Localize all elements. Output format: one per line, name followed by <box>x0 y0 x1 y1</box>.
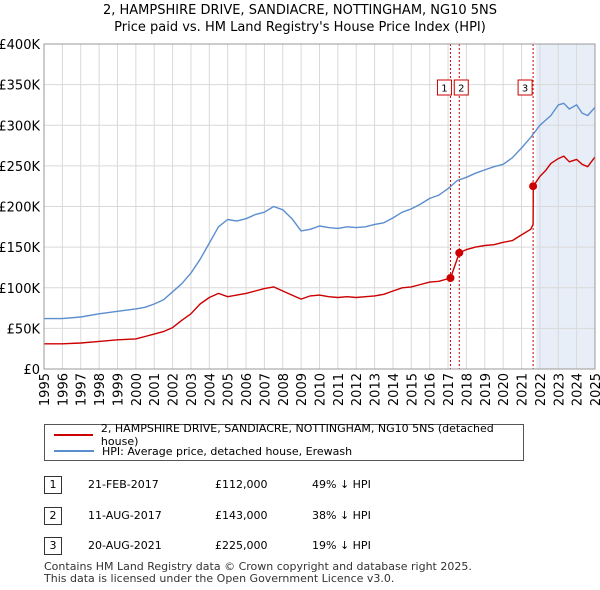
x-tick-label: 2018 <box>460 373 475 406</box>
y-tick-label: £0 <box>23 363 40 378</box>
x-tick-label: 2014 <box>387 373 402 406</box>
x-tick-label: 1996 <box>56 373 71 406</box>
x-tick-label: 2006 <box>240 373 255 406</box>
chart-title: 2, HAMPSHIRE DRIVE, SANDIACRE, NOTTINGHA… <box>102 3 498 18</box>
y-tick-label: £250K <box>0 160 40 175</box>
transaction-price: £143,000 <box>215 509 268 522</box>
x-tick-label: 2009 <box>295 373 310 406</box>
transaction-number: 1 <box>44 476 62 494</box>
transaction-point <box>455 248 464 257</box>
legend-label-hpi: HPI: Average price, detached house, Erew… <box>102 444 353 458</box>
y-tick-label: £400K <box>0 38 40 53</box>
x-tick-label: 2001 <box>148 373 163 406</box>
transaction-point <box>529 182 538 191</box>
x-tick-label: 1995 <box>38 373 53 406</box>
y-tick-label: £350K <box>0 79 40 94</box>
chart-subtitle: Price paid vs. HM Land Registry's House … <box>114 20 486 35</box>
x-tick-label: 2016 <box>424 373 439 406</box>
x-tick-label: 2007 <box>258 373 273 406</box>
x-tick-label: 1998 <box>93 373 108 406</box>
x-tick-label: 2011 <box>332 373 347 406</box>
legend-item-property: 2, HAMPSHIRE DRIVE, SANDIACRE, NOTTINGHA… <box>45 422 523 448</box>
hpi-series-line <box>44 102 596 320</box>
x-tick-label: 1999 <box>111 373 126 406</box>
price-chart: 1 2 3 £0 £50K £100K £150K £200K £250K £300K £350K £… <box>0 38 600 406</box>
transaction-label-number: 1 <box>441 84 447 95</box>
transaction-number: 3 <box>44 537 62 555</box>
y-tick-label: £200K <box>0 201 40 216</box>
x-tick-label: 2000 <box>130 373 145 406</box>
x-tick-label: 2022 <box>534 373 549 406</box>
transaction-hpi-delta: 38% ↓ HPI <box>312 509 371 522</box>
transaction-point <box>446 274 455 282</box>
x-tick-label: 2021 <box>516 373 531 406</box>
x-tick-label: 2019 <box>479 373 494 406</box>
x-tick-label: 2005 <box>222 373 237 406</box>
x-tick-label: 2025 <box>589 373 600 406</box>
transaction-date: 20-AUG-2021 <box>88 539 162 552</box>
transaction-label-number: 2 <box>458 84 464 95</box>
transaction-hpi-delta: 19% ↓ HPI <box>312 539 371 552</box>
property-series-line <box>44 155 596 345</box>
transaction-label-box <box>453 79 469 96</box>
transaction-label-box <box>517 79 533 96</box>
legend-swatch-hpi <box>54 450 94 452</box>
x-tick-label: 2012 <box>350 373 365 406</box>
legend-swatch-property <box>54 434 93 436</box>
plot-frame <box>43 43 596 370</box>
x-tick-label: 2020 <box>497 373 512 406</box>
y-tick-label: £50K <box>7 322 41 337</box>
y-tick-label: £300K <box>0 119 40 134</box>
x-tick-label: 2003 <box>185 373 200 406</box>
x-tick-label: 2002 <box>167 373 182 406</box>
transaction-price: £112,000 <box>215 478 268 491</box>
x-tick-label: 2008 <box>277 373 292 406</box>
legend-item-hpi: HPI: Average price, detached house, Erew… <box>45 443 352 459</box>
transaction-price: £225,000 <box>215 539 268 552</box>
transaction-number: 2 <box>44 507 62 525</box>
transaction-label-number: 3 <box>522 84 528 95</box>
y-tick-label: £150K <box>0 241 40 256</box>
x-tick-label: 2013 <box>369 373 384 406</box>
x-tick-label: 2010 <box>314 373 329 406</box>
x-tick-label: 2015 <box>405 373 420 406</box>
x-tick-label: 2004 <box>203 373 218 406</box>
transaction-hpi-delta: 49% ↓ HPI <box>312 478 371 491</box>
x-tick-label: 2023 <box>552 373 567 406</box>
footer-licence: This data is licensed under the Open Gov… <box>44 572 395 585</box>
x-tick-label: 2017 <box>442 373 457 406</box>
transaction-date: 21-FEB-2017 <box>88 478 159 491</box>
x-tick-label: 1997 <box>75 373 90 406</box>
transaction-label-box <box>436 79 452 96</box>
chart-legend: 2, HAMPSHIRE DRIVE, SANDIACRE, NOTTINGHA… <box>44 422 524 461</box>
footer-copyright: Contains HM Land Registry data © Crown c… <box>44 560 472 573</box>
legend-label-property: 2, HAMPSHIRE DRIVE, SANDIACRE, NOTTINGHA… <box>100 422 494 448</box>
y-tick-label: £100K <box>0 282 40 297</box>
transaction-date: 11-AUG-2017 <box>88 509 162 522</box>
x-tick-label: 2024 <box>571 373 586 406</box>
